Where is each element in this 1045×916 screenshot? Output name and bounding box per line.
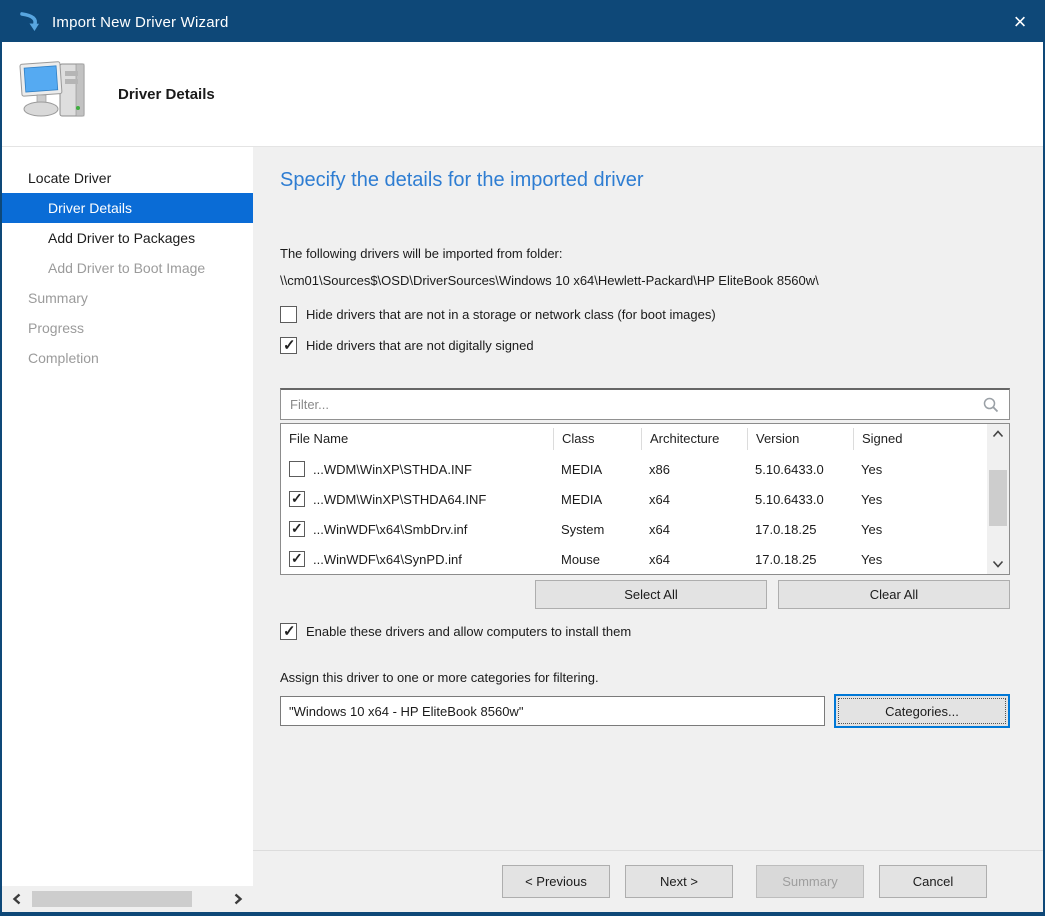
categories-button[interactable]: Categories...: [834, 694, 1010, 728]
enable-drivers-checkbox-row[interactable]: Enable these drivers and allow computers…: [280, 622, 1010, 640]
table-header-row[interactable]: File Name Class Architecture Version Sig…: [281, 424, 987, 454]
enable-drivers-checkbox[interactable]: [280, 622, 297, 640]
scrollbar-thumb[interactable]: [32, 891, 192, 907]
content-heading: Specify the details for the imported dri…: [280, 169, 644, 191]
wizard-arrow-icon: [18, 10, 42, 34]
categories-field[interactable]: [280, 696, 825, 726]
cell-file-name: ...WinWDF\x64\SmbDrv.inf: [313, 521, 468, 537]
wizard-nav-sidebar: Locate Driver Driver Details Add Driver …: [2, 147, 253, 912]
cell-file-name: ...WinWDF\x64\SynPD.inf: [313, 551, 462, 567]
sidebar-item-progress[interactable]: Progress: [28, 320, 85, 336]
cell-class: MEDIA: [561, 491, 603, 507]
row-checkbox[interactable]: [289, 461, 305, 477]
scroll-up-icon[interactable]: [987, 424, 1009, 444]
cell-signed: Yes: [861, 461, 883, 477]
titlebar[interactable]: Import New Driver Wizard ×: [2, 2, 1043, 42]
select-all-button[interactable]: Select All: [535, 580, 767, 609]
enable-drivers-label: Enable these drivers and allow computers…: [306, 624, 632, 639]
cell-class: System: [561, 521, 605, 537]
column-header-file-name[interactable]: File Name: [289, 431, 349, 446]
table-row[interactable]: ...WDM\WinXP\STHDA.INF MEDIA x86 5.10.64…: [281, 454, 987, 484]
hide-unsigned-checkbox-row[interactable]: Hide drivers that are not digitally sign…: [280, 336, 1010, 354]
table-row[interactable]: ...WinWDF\x64\SynPD.inf Mouse x64 17.0.1…: [281, 544, 987, 574]
folder-intro-text: The following drivers will be imported f…: [280, 246, 563, 261]
hide-unsigned-label: Hide drivers that are not digitally sign…: [306, 338, 534, 353]
page-title: Driver Details: [118, 85, 215, 103]
sidebar-item-driver-details[interactable]: Driver Details: [2, 193, 253, 223]
column-header-architecture[interactable]: Architecture: [641, 428, 747, 450]
scroll-right-icon[interactable]: [231, 892, 245, 906]
sidebar-item-completion[interactable]: Completion: [28, 350, 99, 366]
wizard-header: Driver Details: [2, 42, 1043, 147]
categories-intro-text: Assign this driver to one or more catego…: [280, 670, 599, 685]
folder-path-text: \\cm01\Sources$\OSD\DriverSources\Window…: [280, 273, 819, 288]
sidebar-item-summary[interactable]: Summary: [28, 290, 88, 306]
cell-version: 17.0.18.25: [755, 521, 817, 537]
cell-architecture: x64: [649, 521, 670, 537]
filter-box[interactable]: [280, 388, 1010, 420]
search-icon: [982, 396, 1000, 414]
clear-all-button[interactable]: Clear All: [778, 580, 1010, 609]
table-row[interactable]: ...WDM\WinXP\STHDA64.INF MEDIA x64 5.10.…: [281, 484, 987, 514]
cell-signed: Yes: [861, 521, 883, 537]
column-header-version[interactable]: Version: [747, 428, 853, 450]
scroll-left-icon[interactable]: [10, 892, 24, 906]
hide-storage-label: Hide drivers that are not in a storage o…: [306, 307, 716, 322]
cell-file-name: ...WDM\WinXP\STHDA.INF: [313, 461, 472, 477]
cell-version: 5.10.6433.0: [755, 491, 824, 507]
sidebar-item-locate-driver[interactable]: Locate Driver: [28, 170, 112, 186]
hide-storage-checkbox-row[interactable]: Hide drivers that are not in a storage o…: [280, 306, 1010, 323]
wizard-footer: < Previous Next > Summary Cancel: [253, 850, 1043, 912]
hide-unsigned-checkbox[interactable]: [280, 336, 297, 354]
column-header-class[interactable]: Class: [553, 428, 641, 450]
window-title: Import New Driver Wizard: [52, 13, 229, 31]
cell-architecture: x86: [649, 461, 670, 477]
scrollbar-track[interactable]: [987, 444, 1009, 554]
table-vertical-scrollbar[interactable]: [987, 424, 1009, 574]
scrollbar-thumb[interactable]: [989, 470, 1007, 526]
cell-class: MEDIA: [561, 461, 603, 477]
cell-version: 17.0.18.25: [755, 551, 817, 567]
summary-button[interactable]: Summary: [756, 865, 864, 898]
cell-class: Mouse: [561, 551, 601, 567]
previous-button[interactable]: < Previous: [502, 865, 610, 898]
cell-architecture: x64: [649, 491, 670, 507]
cell-signed: Yes: [861, 551, 883, 567]
column-header-signed[interactable]: Signed: [853, 428, 987, 450]
table-row[interactable]: ...WinWDF\x64\SmbDrv.inf System x64 17.0…: [281, 514, 987, 544]
sidebar-item-add-driver-to-packages[interactable]: Add Driver to Packages: [48, 230, 196, 246]
hide-storage-checkbox[interactable]: [280, 306, 297, 323]
driver-details-page: Specify the details for the imported dri…: [253, 147, 1043, 850]
computer-icon: [18, 56, 94, 132]
cell-file-name: ...WDM\WinXP\STHDA64.INF: [313, 491, 487, 507]
row-checkbox[interactable]: [289, 551, 305, 567]
scroll-down-icon[interactable]: [987, 554, 1009, 574]
filter-input[interactable]: [290, 397, 982, 412]
next-button[interactable]: Next >: [625, 865, 733, 898]
sidebar-item-add-driver-to-boot-image[interactable]: Add Driver to Boot Image: [48, 260, 206, 276]
driver-list-table: File Name Class Architecture Version Sig…: [280, 423, 1010, 575]
cell-version: 5.10.6433.0: [755, 461, 824, 477]
cancel-button[interactable]: Cancel: [879, 865, 987, 898]
cell-architecture: x64: [649, 551, 670, 567]
cell-signed: Yes: [861, 491, 883, 507]
row-checkbox[interactable]: [289, 521, 305, 537]
sidebar-horizontal-scrollbar[interactable]: [2, 886, 253, 912]
row-checkbox[interactable]: [289, 491, 305, 507]
close-icon[interactable]: ×: [1013, 9, 1027, 34]
